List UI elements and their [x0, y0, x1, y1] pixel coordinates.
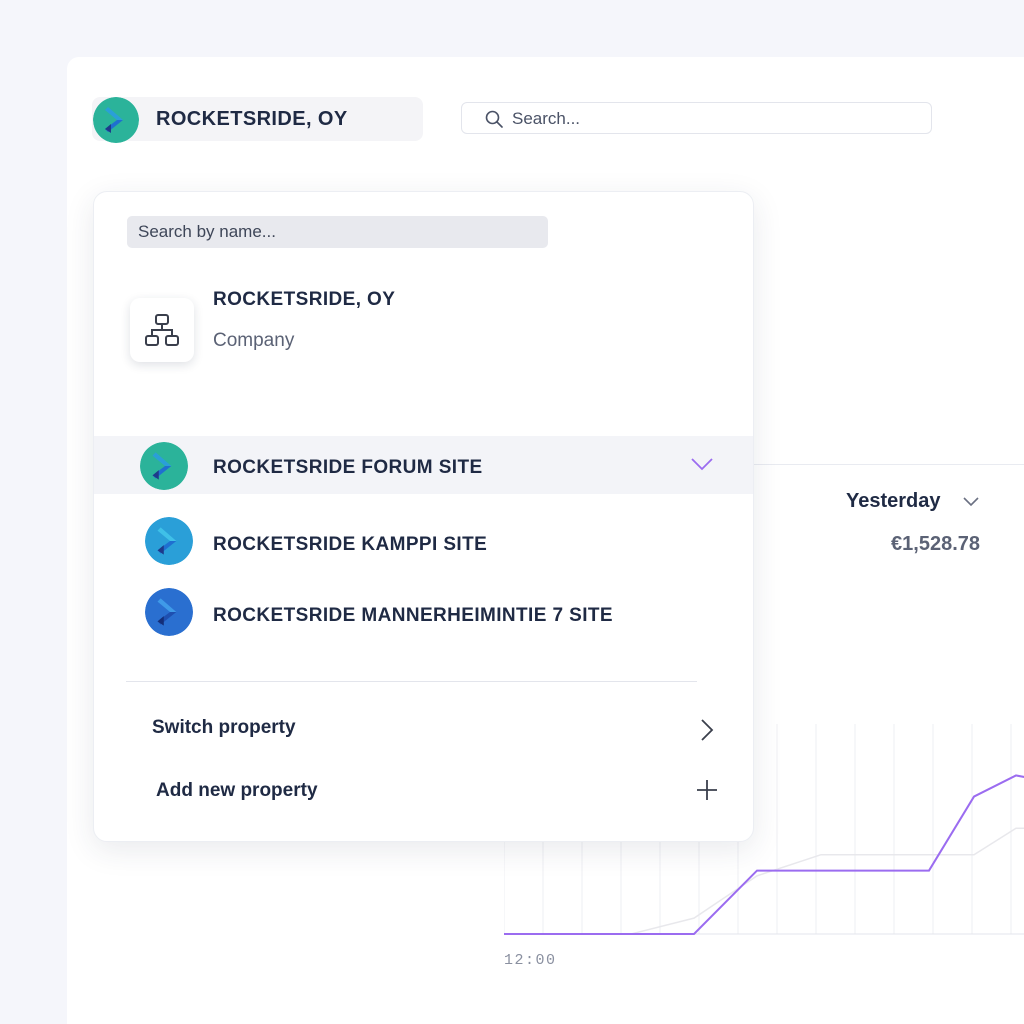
period-label: Yesterday [846, 490, 941, 512]
x-tick-label: 12:00 [504, 952, 557, 969]
plus-icon [697, 780, 717, 800]
site-logo-icon [140, 442, 188, 490]
chevron-down-icon[interactable] [690, 456, 714, 472]
company-name[interactable]: ROCKETSRIDE, OY [213, 289, 396, 310]
chevron-right-icon [701, 719, 714, 741]
site-label: ROCKETSRIDE MANNERHEIMINTIE 7 SITE [213, 605, 613, 626]
rocketsride-logo-icon [93, 97, 139, 143]
switch-property-button[interactable]: Switch property [94, 705, 753, 755]
site-label: ROCKETSRIDE FORUM SITE [213, 457, 483, 478]
org-chart-icon [145, 314, 179, 346]
search-by-name-input[interactable] [127, 216, 548, 248]
site-item-mannerheimintie[interactable]: ROCKETSRIDE MANNERHEIMINTIE 7 SITE [94, 586, 753, 644]
search-icon [485, 110, 503, 128]
series-line-primary [504, 774, 1024, 935]
site-logo-icon [145, 517, 193, 565]
global-search[interactable] [461, 102, 932, 134]
period-select[interactable]: Yesterday [846, 490, 979, 513]
metrics-divider [754, 464, 1024, 465]
property-dropdown: ROCKETSRIDE, OY Company ROCKETSRIDE FORU… [93, 191, 754, 842]
global-search-input[interactable] [510, 106, 914, 132]
brand-name: ROCKETSRIDE, OY [156, 108, 348, 130]
add-property-button[interactable]: Add new property [94, 767, 753, 817]
switch-property-label: Switch property [152, 717, 296, 738]
site-label: ROCKETSRIDE KAMPPI SITE [213, 534, 488, 555]
metric-value: €1,528.78 [891, 533, 980, 555]
chevron-down-icon [963, 497, 979, 507]
site-item-forum[interactable]: ROCKETSRIDE FORUM SITE [94, 436, 753, 494]
site-item-kamppi[interactable]: ROCKETSRIDE KAMPPI SITE [94, 514, 753, 572]
add-property-label: Add new property [156, 780, 318, 801]
company-type: Company [213, 330, 295, 351]
company-tile[interactable] [130, 298, 194, 362]
divider [126, 681, 697, 682]
site-logo-icon [145, 588, 193, 636]
brand-switcher[interactable] [92, 97, 423, 141]
